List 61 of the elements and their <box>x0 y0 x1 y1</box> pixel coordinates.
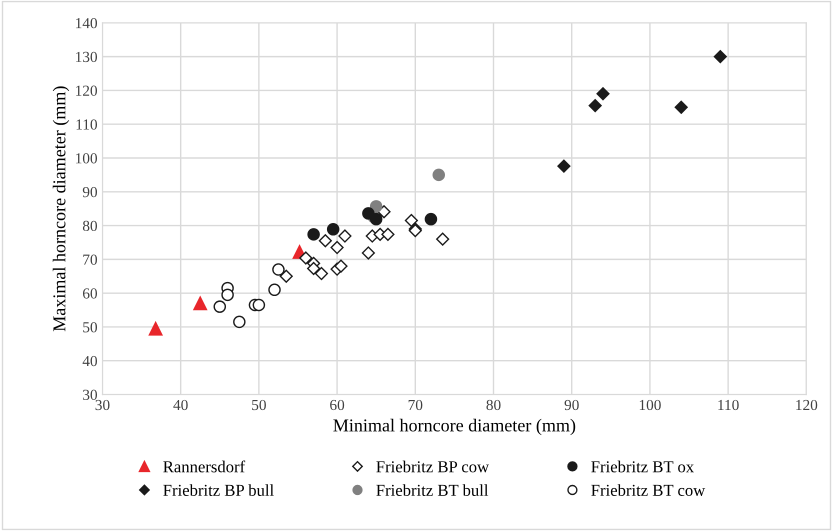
point <box>148 322 163 336</box>
point <box>424 212 438 226</box>
point <box>674 100 688 114</box>
x-tick-label: 30 <box>96 400 110 410</box>
point <box>596 87 610 100</box>
point <box>307 228 320 241</box>
x-axis-title: Minimal horncore diameter (mm) <box>333 418 576 436</box>
y-tick-label: 40 <box>82 356 98 366</box>
point <box>557 160 570 173</box>
y-tick-label: 120 <box>76 86 98 96</box>
x-tick-label: 70 <box>408 400 422 410</box>
y-tick-label: 60 <box>82 288 98 299</box>
y-tick-label: 80 <box>82 220 98 232</box>
x-tick-label: 40 <box>173 400 188 410</box>
x-tick-label: 80 <box>486 400 501 410</box>
x-tick-label: 50 <box>252 400 266 410</box>
point <box>334 260 348 273</box>
point <box>381 228 395 241</box>
y-axis-title: Maximal horncore diameter (mm) <box>52 86 70 332</box>
point <box>272 263 285 276</box>
point <box>268 284 281 296</box>
point <box>193 296 208 310</box>
x-tick-label: 120 <box>796 400 818 410</box>
y-tick-label: 140 <box>76 18 98 28</box>
x-tick-label: 100 <box>640 400 661 410</box>
y-tick-label: 30 <box>83 390 98 400</box>
point <box>252 298 266 312</box>
point <box>233 316 246 328</box>
point <box>404 214 418 228</box>
y-tick-label: 130 <box>76 52 98 62</box>
point <box>338 229 352 243</box>
x-tick-label: 90 <box>564 400 579 410</box>
point <box>280 270 293 283</box>
y-tick-label: 90 <box>82 186 98 198</box>
point <box>214 300 226 313</box>
point <box>318 234 332 248</box>
legend-label: Friebritz BT cow <box>591 484 706 496</box>
legend-label: Friebritz BP bull <box>163 484 274 496</box>
point <box>588 99 602 112</box>
y-tick-label: 50 <box>83 322 98 332</box>
point <box>436 232 450 246</box>
point <box>221 288 234 302</box>
point <box>330 240 344 254</box>
legend-label: Friebritz BT ox <box>591 460 694 472</box>
legend-label: Rannersdorf <box>163 460 246 472</box>
point <box>307 262 320 276</box>
point <box>314 266 328 280</box>
legend-label: Friebritz BP cow <box>376 460 490 472</box>
y-tick-label: 70 <box>83 254 98 265</box>
legend-label: Friebritz BT bull <box>376 484 488 496</box>
point <box>432 168 446 182</box>
point <box>362 246 375 260</box>
y-tick-label: 100 <box>76 153 98 164</box>
point <box>714 50 727 64</box>
x-tick-label: 110 <box>718 400 739 410</box>
point <box>377 205 391 218</box>
y-tick-label: 110 <box>76 119 98 130</box>
x-tick-label: 60 <box>330 400 344 410</box>
point <box>299 251 312 265</box>
point <box>370 200 382 213</box>
point <box>326 223 340 236</box>
